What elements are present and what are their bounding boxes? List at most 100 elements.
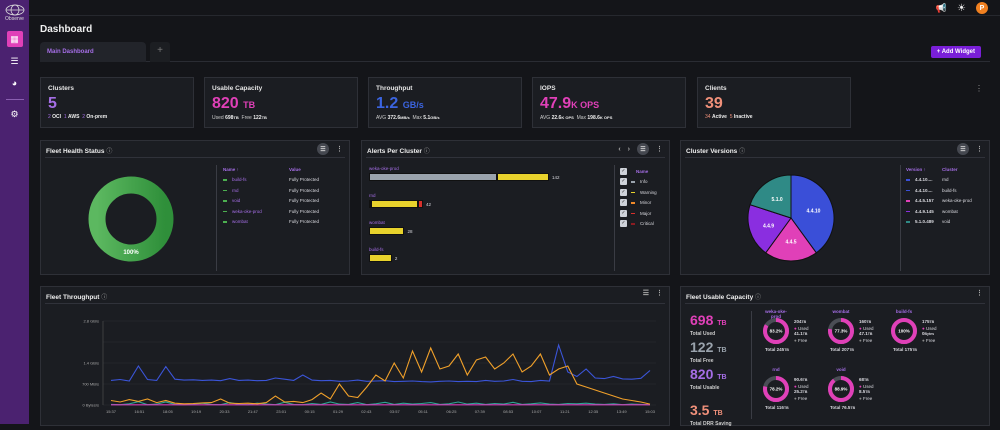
legend-swatch bbox=[906, 179, 910, 181]
legend-item[interactable]: ✓ Minor bbox=[620, 198, 657, 209]
checkbox[interactable]: ✓ bbox=[620, 178, 627, 186]
health-row[interactable]: build-fs Fully Protected bbox=[223, 175, 343, 186]
theme-toggle-icon[interactable]: ☀ bbox=[957, 2, 966, 14]
list-view-button[interactable]: ☰ bbox=[317, 143, 329, 155]
pie-slice[interactable] bbox=[747, 204, 792, 254]
legend-item[interactable]: ✓ Critical bbox=[620, 219, 657, 230]
version-row[interactable]: 4.4.9.145 wombat bbox=[906, 206, 972, 217]
cluster-capacity-gauge[interactable]: rnd 78.2% 90.6TB ● Used 25.2TB ● Free Total… bbox=[761, 367, 823, 410]
kpi-clients[interactable]: Clients 39 34 Active 5 Inactive bbox=[697, 77, 851, 128]
nav-settings[interactable]: ⚙ bbox=[7, 106, 23, 122]
capacity-total: 3.5 TB Total DRR Saving bbox=[690, 402, 732, 427]
logo-text: Observe bbox=[5, 16, 24, 22]
next-icon[interactable]: › bbox=[627, 145, 630, 153]
alert-bar-major[interactable] bbox=[417, 200, 423, 208]
health-row[interactable]: void Fully Protected bbox=[223, 196, 343, 207]
alert-bar-group[interactable]: wombat 28 bbox=[369, 220, 609, 247]
tab-main-dashboard[interactable]: Main Dashboard bbox=[40, 42, 146, 62]
info-icon[interactable]: ⓘ bbox=[739, 149, 746, 155]
nav-reports[interactable]: ◕ bbox=[7, 75, 23, 91]
alert-bar-warning[interactable] bbox=[371, 200, 418, 208]
alert-bar-info[interactable] bbox=[369, 200, 371, 208]
alert-bar-warning[interactable] bbox=[369, 254, 392, 262]
cluster-capacity-gauge[interactable]: weka-oke-prod 83.2% 204TB ● Used 41.1TB ● F… bbox=[761, 309, 823, 352]
legend-label: Warning bbox=[640, 189, 657, 195]
health-row[interactable]: wombat Fully Protected bbox=[223, 217, 343, 228]
kpi-value: 5 bbox=[48, 95, 57, 112]
checkbox[interactable]: ✓ bbox=[620, 199, 627, 207]
y-tick-label: 700 MB/s bbox=[82, 382, 99, 387]
list-view-button[interactable]: ☰ bbox=[637, 143, 649, 155]
nav-clusters[interactable]: ☰ bbox=[7, 53, 23, 69]
capacity-ring: 83.2% bbox=[763, 318, 789, 344]
checkbox[interactable]: ✓ bbox=[620, 188, 627, 196]
more-menu-icon[interactable]: ⋮ bbox=[656, 290, 663, 297]
info-icon[interactable]: ⓘ bbox=[755, 295, 762, 301]
add-tab-button[interactable]: + bbox=[150, 42, 170, 62]
panel-title: Cluster Versions bbox=[686, 148, 738, 155]
more-menu-icon[interactable]: ⋮ bbox=[976, 146, 983, 153]
checkbox[interactable]: ✓ bbox=[620, 209, 627, 217]
health-row[interactable]: weka-oke-prod Fully Protected bbox=[223, 206, 343, 217]
cluster-name: void bbox=[836, 367, 846, 372]
alert-bar-warning[interactable] bbox=[497, 173, 549, 181]
kpi-iops[interactable]: IOPS 47.9K OPS AVG 22.6K OPS Max 198.6K … bbox=[532, 77, 686, 128]
series-line-blue[interactable] bbox=[110, 343, 651, 383]
kpi-row-menu-icon[interactable]: ⋮ bbox=[975, 84, 983, 93]
version-row[interactable]: 4.4.10.... rnd bbox=[906, 175, 972, 186]
alert-bar-group[interactable]: weka-oke-prod 142 bbox=[369, 166, 609, 193]
checkbox-all[interactable]: ✓ bbox=[620, 167, 627, 175]
alert-total: 28 bbox=[407, 228, 413, 234]
cluster-name: build-fs bbox=[895, 309, 913, 314]
version-row[interactable]: 5.1.0.489 void bbox=[906, 217, 972, 228]
version-row[interactable]: 4.4.5.157 weka-oke-prod bbox=[906, 196, 972, 207]
user-avatar[interactable]: P bbox=[976, 2, 988, 14]
kpi-throughput[interactable]: Throughput 1.2 GB/s AVG 372.6MB/s Max 5.… bbox=[368, 77, 522, 128]
kpi-clusters[interactable]: Clusters 5 2 OCI 1 AWS 2 On-prem bbox=[40, 77, 194, 128]
add-widget-button[interactable]: + Add Widget bbox=[930, 46, 981, 58]
more-menu-icon[interactable]: ⋮ bbox=[976, 290, 983, 297]
cluster-capacity-gauge[interactable]: wombat 77.3% 160TB ● Used 47.1TB ● Free Tot… bbox=[826, 309, 888, 352]
legend-item[interactable]: ✓ Info bbox=[620, 177, 657, 188]
more-menu-icon[interactable]: ⋮ bbox=[656, 146, 663, 153]
info-icon[interactable]: ⓘ bbox=[101, 295, 108, 301]
pie-slice[interactable] bbox=[790, 174, 835, 254]
list-view-button[interactable]: ☰ bbox=[957, 143, 969, 155]
pie-slice[interactable] bbox=[749, 174, 792, 219]
cluster-label: wombat bbox=[369, 220, 385, 225]
health-percent: 100% bbox=[123, 250, 139, 256]
globe-icon bbox=[5, 4, 24, 16]
list-view-button[interactable]: ☰ bbox=[642, 290, 649, 297]
cluster-capacity-gauge[interactable]: void 88.9% 68TB ● Used 8.5TB ● Free Total 7… bbox=[826, 367, 888, 410]
col-name[interactable]: Name ↑ bbox=[223, 166, 239, 172]
checkbox[interactable]: ✓ bbox=[620, 220, 627, 228]
alert-bar-info[interactable] bbox=[369, 173, 498, 181]
legend-swatch bbox=[906, 210, 910, 212]
legend-item[interactable]: ✓ Major bbox=[620, 208, 657, 219]
health-row[interactable]: rnd Fully Protected bbox=[223, 185, 343, 196]
capacity-ring: 77.3% bbox=[828, 318, 854, 344]
cluster-capacity-gauge[interactable]: build-fs 100% 175TB ● Used 0Bytes ● Free To… bbox=[889, 309, 951, 352]
series-line-orange[interactable] bbox=[110, 346, 651, 405]
col-version[interactable]: Version ↑ bbox=[906, 166, 926, 172]
alert-bar-group[interactable]: rnd 42 bbox=[369, 193, 609, 220]
alert-bar-group[interactable]: build-fs 2 bbox=[369, 247, 609, 274]
more-menu-icon[interactable]: ⋮ bbox=[336, 146, 343, 153]
kpi-usable-capacity[interactable]: Usable Capacity 820 TB Used 698TB Free 1… bbox=[204, 77, 358, 128]
info-icon[interactable]: ⓘ bbox=[106, 149, 113, 155]
panel-title: Alerts Per Cluster bbox=[367, 148, 422, 155]
alert-bar-warning[interactable] bbox=[369, 227, 405, 235]
x-tick-label: 01:29 bbox=[333, 409, 344, 414]
info-icon[interactable]: ⓘ bbox=[423, 149, 430, 155]
prev-icon[interactable]: ‹ bbox=[618, 145, 621, 153]
nav-dashboard[interactable]: ▦ bbox=[6, 31, 23, 47]
pie-slice[interactable] bbox=[765, 217, 817, 262]
app-logo[interactable]: Observe bbox=[5, 4, 25, 22]
fleet-health-panel: Fleet Health Status ⓘ ☰ ⋮ 100% Name ↑ Valu… bbox=[40, 140, 350, 275]
version-row[interactable]: 4.4.10.... build-fs bbox=[906, 185, 972, 196]
x-tick-label: 20:33 bbox=[219, 409, 230, 414]
capacity-totals: 698 TB Total Used 122 TB Total Free 820 TB To… bbox=[690, 313, 732, 430]
legend-item[interactable]: ✓ Warning bbox=[620, 187, 657, 198]
announcement-icon[interactable]: 📢 bbox=[935, 2, 948, 13]
x-tick-label: 07:39 bbox=[475, 409, 486, 414]
